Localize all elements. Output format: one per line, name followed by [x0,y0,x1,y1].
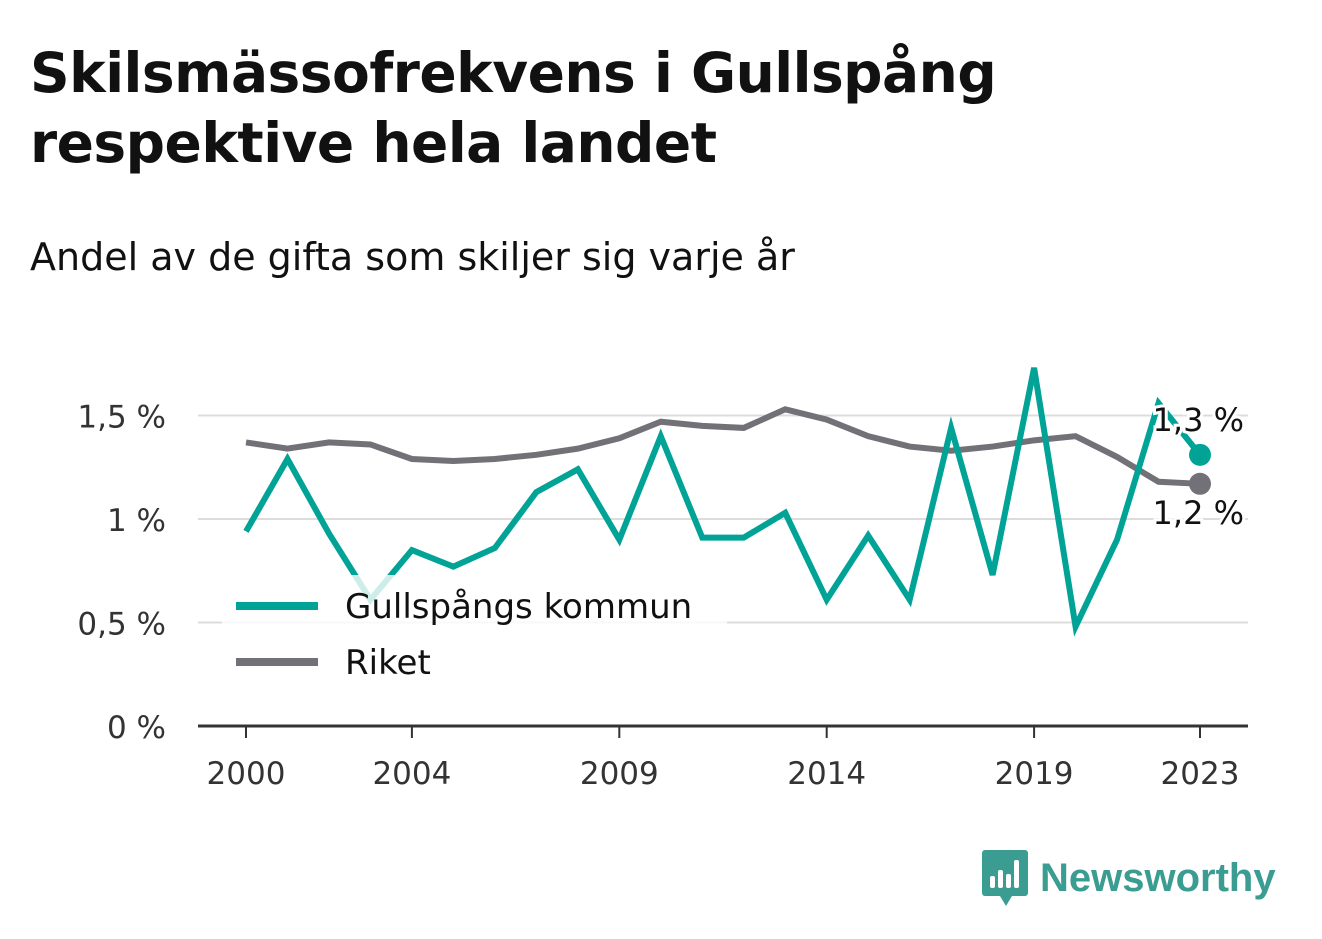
y-tick-label: 0,5 % [77,607,166,643]
brand-logo: Newsworthy [980,848,1276,908]
end-label-riket: 1,2 % [1153,494,1244,532]
series-line-riket [246,409,1200,484]
end-point-gullspang [1189,444,1211,466]
bar-chart-speech-bubble-icon [980,848,1030,908]
x-tick-label: 2014 [787,756,866,792]
end-point-riket [1189,473,1211,495]
legend-label-gullspang: Gullspångs kommun [345,587,692,627]
end-labels: 1,3 % 1,2 % [1153,401,1244,532]
end-label-gullspang: 1,3 % [1153,401,1244,439]
legend: Gullspångs kommun Riket [222,575,727,695]
x-tick-label: 2004 [372,756,451,792]
x-tick-label: 2023 [1161,756,1240,792]
legend-label-riket: Riket [345,643,431,683]
x-tick-label: 2009 [580,756,659,792]
line-chart: 0 % 0,5 % 1 % 1,5 % 2000 2004 2009 2014 2019 2023… [0,0,1322,939]
y-tick-label: 0 % [107,710,166,746]
x-tick-label: 2019 [995,756,1074,792]
x-tick-label: 2000 [207,756,286,792]
brand-name: Newsworthy [1040,856,1276,901]
y-tick-label: 1,5 % [77,400,166,436]
y-tick-label: 1 % [107,503,166,539]
